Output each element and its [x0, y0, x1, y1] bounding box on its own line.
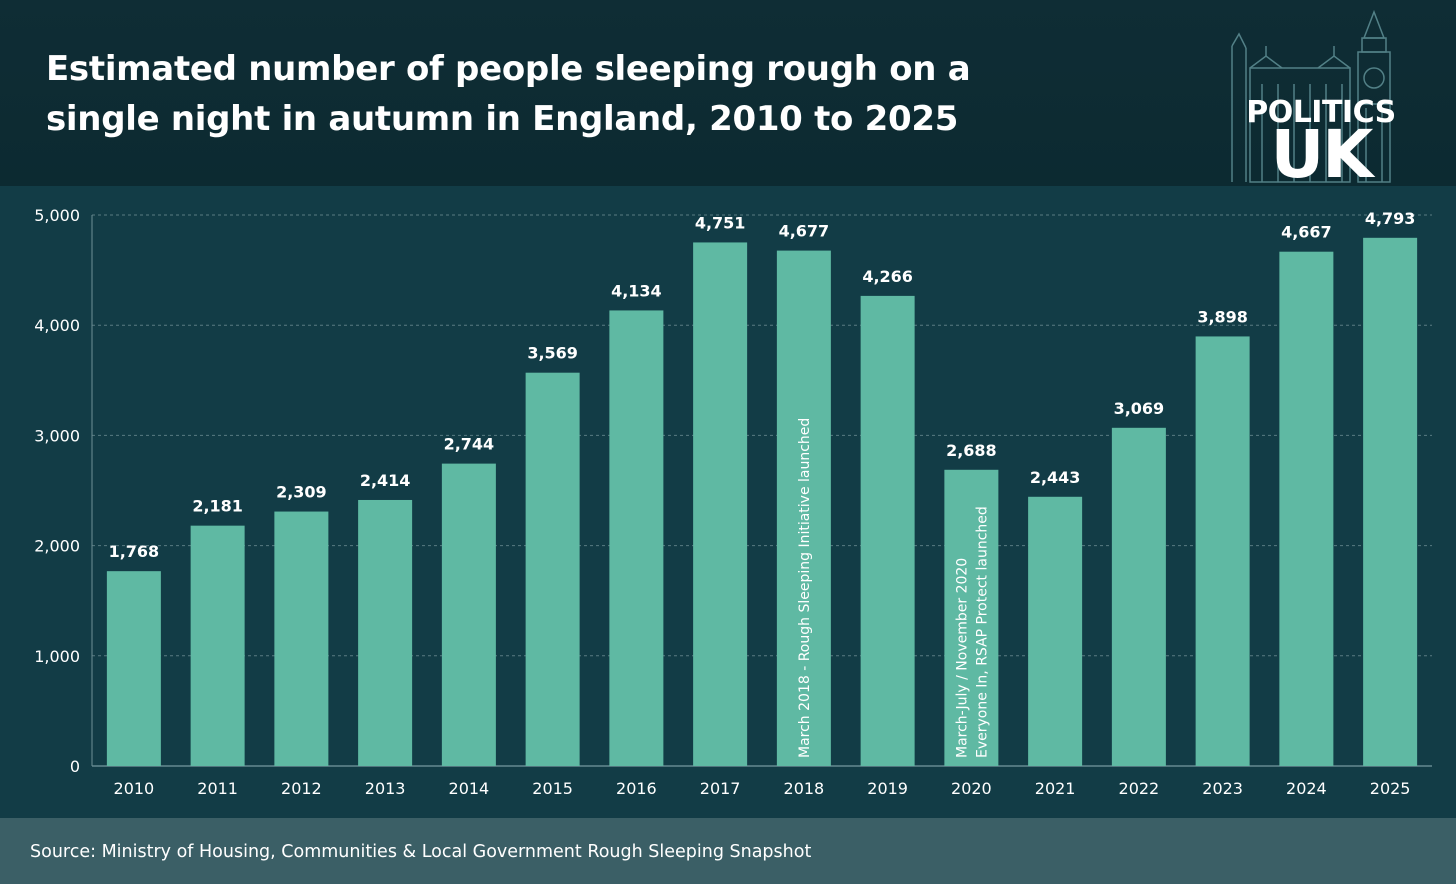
bar-chart: 0 1,000 2,000 3,000 4,000 5,000 1,768 2,181 2,3…	[34, 206, 1432, 798]
x-tick-label-2016: 2016	[616, 779, 657, 798]
bar-2011	[190, 525, 245, 766]
bars: 1,768 2,181 2,309 2,414 2,744 3,569 4,134 4,751…	[106, 209, 1418, 766]
value-label-2012: 2,309	[276, 483, 327, 502]
bar-2019	[860, 295, 915, 766]
value-label-2011: 2,181	[192, 497, 243, 516]
x-tick-label-2010: 2010	[114, 779, 155, 798]
x-tick-label-2011: 2011	[197, 779, 238, 798]
value-label-2023: 3,898	[1197, 307, 1248, 326]
value-label-2025: 4,793	[1365, 209, 1416, 228]
y-tick-label: 5,000	[34, 206, 80, 225]
value-label-2021: 2,443	[1030, 468, 1081, 487]
x-tick-label-2017: 2017	[700, 779, 741, 798]
annotations: March 2018 - Rough Sleeping Initiative l…	[797, 418, 991, 758]
bar-2024	[1279, 251, 1334, 766]
x-tick-label-2024: 2024	[1286, 779, 1327, 798]
y-tick-label: 2,000	[34, 537, 80, 556]
annotation-2018-line-1: March 2018 - Rough Sleeping Initiative l…	[797, 418, 813, 758]
x-tick-label-2014: 2014	[449, 779, 490, 798]
x-tick-label-2013: 2013	[365, 779, 406, 798]
logo-text-politics: POLITICS	[1246, 95, 1396, 130]
bar-2025	[1363, 237, 1418, 766]
logo-text-uk: UK	[1270, 116, 1374, 193]
parliament-icon	[1231, 9, 1391, 183]
bar-2013	[358, 499, 413, 766]
header: Estimated number of people sleeping roug…	[0, 0, 1456, 193]
x-tick-label-2020: 2020	[951, 779, 992, 798]
x-tick-label-2015: 2015	[532, 779, 573, 798]
politics-uk-logo: POLITICS UK	[1226, 8, 1426, 193]
value-label-2015: 3,569	[527, 344, 578, 363]
x-tick-label-2019: 2019	[867, 779, 908, 798]
y-tick-label: 4,000	[34, 316, 80, 335]
bar-2020	[944, 469, 999, 766]
bar-2015	[525, 372, 580, 766]
bar-2018	[776, 250, 831, 766]
value-label-2018: 4,677	[779, 222, 830, 241]
bar-2022	[1111, 427, 1166, 766]
bar-2012	[274, 511, 329, 766]
y-tick-label: 1,000	[34, 647, 80, 666]
x-tick-label-2023: 2023	[1202, 779, 1243, 798]
annotation-2020-line-1: March-July / November 2020	[954, 558, 970, 758]
bar-2021	[1028, 496, 1083, 766]
value-label-2022: 3,069	[1114, 399, 1165, 418]
bar-2010	[106, 571, 161, 766]
y-tick-label: 0	[70, 757, 80, 776]
x-tick-label-2025: 2025	[1370, 779, 1411, 798]
x-tick-label-2022: 2022	[1119, 779, 1160, 798]
value-label-2013: 2,414	[360, 471, 411, 490]
value-label-2019: 4,266	[862, 267, 913, 286]
bar-2023	[1195, 336, 1250, 766]
value-label-2017: 4,751	[695, 213, 746, 232]
footer: Source: Ministry of Housing, Communities…	[0, 818, 1456, 884]
annotation-2020-line-2: Everyone In, RSAP Protect launched	[974, 506, 990, 758]
value-label-2020: 2,688	[946, 441, 997, 460]
value-label-2010: 1,768	[109, 542, 160, 561]
value-label-2014: 2,744	[444, 435, 495, 454]
x-axis: 2010 2011 2012 2013 2014 2015 2016 2017 2018 2019…	[114, 779, 1411, 798]
bar-2017	[693, 242, 748, 766]
y-tick-label: 3,000	[34, 426, 80, 445]
bar-2014	[441, 463, 496, 766]
source-note: Source: Ministry of Housing, Communities…	[30, 842, 812, 862]
bar-2016	[609, 310, 664, 766]
y-axis: 0 1,000 2,000 3,000 4,000 5,000	[34, 206, 80, 776]
plot-area: 0 1,000 2,000 3,000 4,000 5,000 1,768 2,181 2,3…	[0, 186, 1456, 818]
x-tick-label-2018: 2018	[784, 779, 825, 798]
value-label-2024: 4,667	[1281, 223, 1332, 242]
x-tick-label-2021: 2021	[1035, 779, 1076, 798]
value-label-2016: 4,134	[611, 281, 662, 300]
chart-title: Estimated number of people sleeping roug…	[46, 49, 971, 139]
x-tick-label-2012: 2012	[281, 779, 322, 798]
